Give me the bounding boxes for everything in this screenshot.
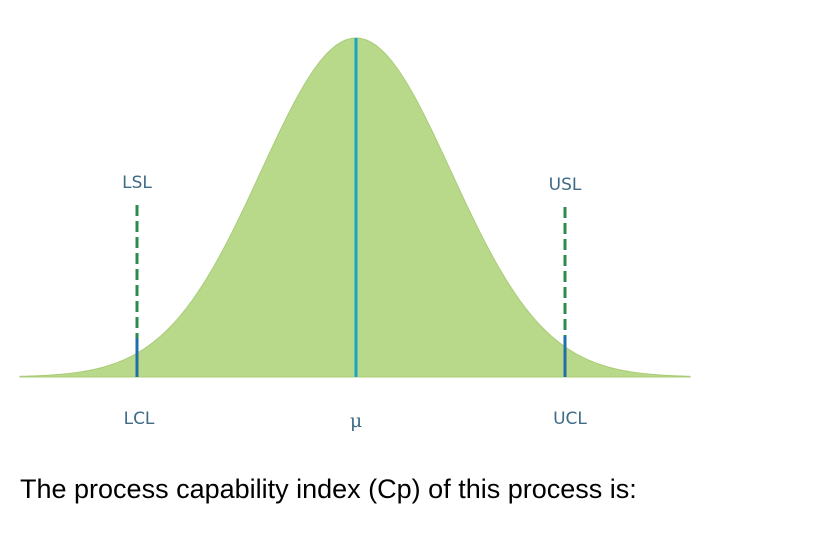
normal-distribution-diagram: LSL USL LCL μ UCL bbox=[19, 37, 691, 432]
question-text: The process capability index (Cp) of thi… bbox=[20, 474, 637, 504]
mean-label: μ bbox=[350, 410, 362, 432]
ucl-label: UCL bbox=[553, 409, 587, 429]
lcl-label: LCL bbox=[124, 409, 155, 429]
usl-label: USL bbox=[549, 175, 582, 195]
lsl-label: LSL bbox=[122, 173, 152, 193]
